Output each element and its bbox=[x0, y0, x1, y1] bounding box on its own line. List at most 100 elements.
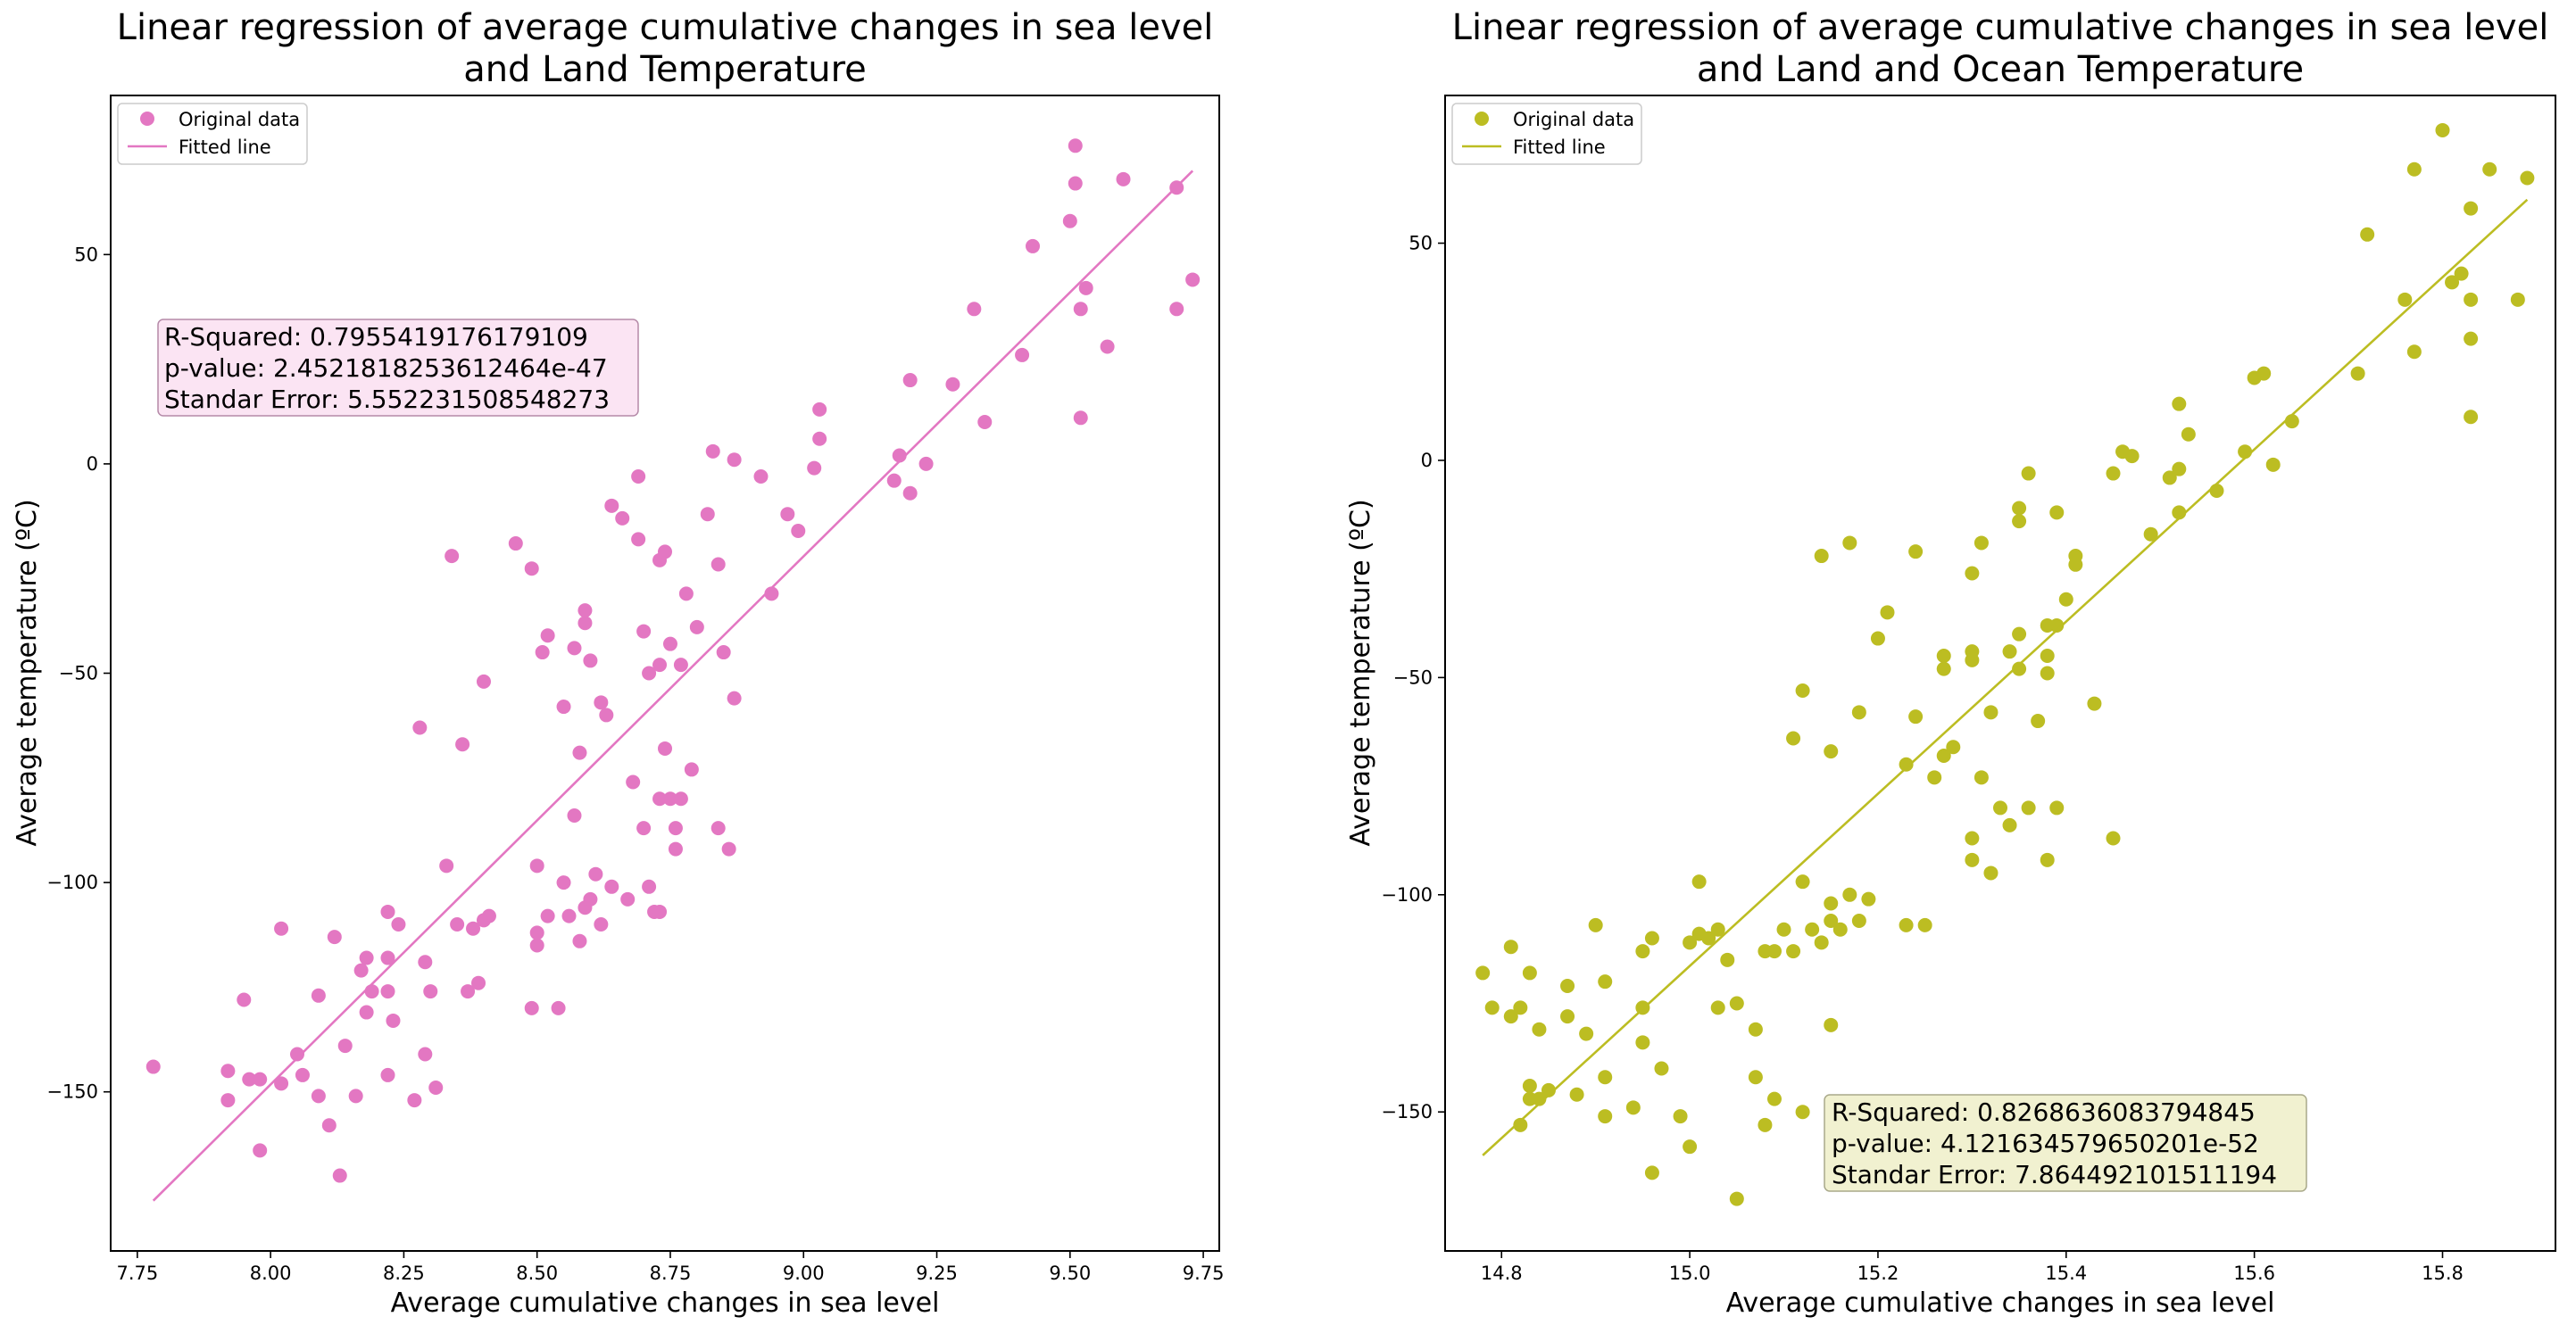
chart-left-data-point bbox=[253, 1072, 268, 1087]
chart-left-data-point bbox=[556, 875, 571, 890]
chart-right-data-point bbox=[1824, 744, 1839, 759]
chart-left-data-point bbox=[578, 603, 593, 618]
chart-left-data-point bbox=[321, 1118, 337, 1133]
chart-right-stats-pvalue: p-value: 4.121634579650201e-52 bbox=[1832, 1129, 2259, 1158]
chart-left-legend-label-fit: Fitted line bbox=[179, 137, 271, 158]
chart-left-data-point bbox=[710, 821, 726, 836]
chart-right-plot: 14.8 15.0 15.2 15.4 15.6 15.8 −150 −100 −50 0 50 bbox=[1381, 122, 2535, 1284]
chart-left-data-point bbox=[1015, 347, 1030, 362]
chart-left-data-point bbox=[668, 841, 683, 857]
chart-right-data-point bbox=[1560, 1009, 1575, 1024]
chart-right-stats-stderr: Standar Error: 7.864492101511194 bbox=[1832, 1160, 2277, 1189]
chart-left-data-point bbox=[886, 473, 902, 488]
chart-left-data-point bbox=[380, 950, 395, 965]
chart-left-data-point bbox=[721, 841, 736, 857]
chart-left-data-point bbox=[604, 498, 619, 513]
chart-left-data-point bbox=[481, 908, 496, 923]
chart-left-data-point bbox=[678, 586, 694, 601]
chart-right-data-point bbox=[2049, 617, 2065, 633]
chart-right-x-tick-label: 15.4 bbox=[2045, 1263, 2087, 1284]
chart-left-data-point bbox=[439, 858, 454, 874]
chart-left-data-point bbox=[418, 955, 433, 970]
chart-right-data-point bbox=[2464, 410, 2479, 425]
chart-right-data-point bbox=[1805, 922, 1820, 937]
chart-right-data-point bbox=[1880, 605, 1895, 620]
chart-left-stats-r2: R-Squared: 0.7955419176179109 bbox=[164, 322, 588, 352]
chart-left-data-point bbox=[529, 938, 544, 953]
chart-left-data-point bbox=[524, 561, 539, 576]
chart-right-y-tick-label: −150 bbox=[1381, 1101, 1433, 1122]
chart-right-data-point bbox=[1776, 922, 1791, 937]
chart-left-data-point bbox=[652, 658, 668, 673]
chart-right-data-point bbox=[2172, 461, 2187, 476]
chart-left-stats-pvalue: p-value: 2.4521818253612464e-47 bbox=[164, 353, 608, 383]
chart-right-data-point bbox=[1598, 974, 1613, 990]
chart-left-legend-box bbox=[117, 103, 308, 165]
chart-left-data-point bbox=[348, 1089, 363, 1104]
chart-left-data-point bbox=[977, 414, 993, 429]
chart-right-data-point bbox=[2265, 457, 2281, 472]
chart-left-data-point bbox=[684, 762, 699, 777]
chart-right-data-point bbox=[2124, 449, 2140, 464]
chart-right-data-point bbox=[1936, 649, 1951, 664]
chart-right-data-point bbox=[1513, 1000, 1528, 1015]
chart-left-data-point bbox=[652, 904, 668, 919]
chart-left-data-point bbox=[380, 984, 395, 999]
chart-right-data-point bbox=[1569, 1087, 1584, 1102]
chart-left-data-point bbox=[652, 791, 668, 807]
chart-left-x-tick-label: 9.00 bbox=[783, 1263, 825, 1284]
chart-right-data-point bbox=[1748, 1070, 1763, 1085]
chart-left-data-point bbox=[380, 1067, 395, 1082]
chart-right-data-point bbox=[1644, 931, 1659, 946]
chart-right-data-point bbox=[1532, 1091, 1547, 1106]
chart-left-data-point bbox=[466, 921, 481, 936]
chart-right-x-tick-label: 15.8 bbox=[2422, 1263, 2464, 1284]
chart-left-data-point bbox=[407, 1093, 422, 1108]
chart-right-data-point bbox=[1522, 965, 1537, 981]
chart-left-data-point bbox=[556, 700, 571, 715]
chart-left-y-tick-label: −50 bbox=[59, 663, 98, 684]
chart-right-data-point bbox=[1795, 1105, 1810, 1120]
chart-left-stats-box: R-Squared: 0.7955419176179109 p-value: 2… bbox=[157, 319, 639, 417]
chart-left-data-point bbox=[274, 1076, 289, 1091]
chart-right-data-point bbox=[1824, 1017, 1839, 1032]
chart-right-y-tick-label: −50 bbox=[1393, 667, 1433, 688]
chart-left-data-point bbox=[274, 921, 289, 936]
chart-left-x-tick-label: 8.00 bbox=[250, 1263, 292, 1284]
chart-right-data-point bbox=[2049, 800, 2065, 816]
chart-right-data-point bbox=[1824, 914, 1839, 928]
chart-right-data-point bbox=[2464, 331, 2479, 346]
chart-left-data-point bbox=[364, 984, 379, 999]
chart-left-data-point bbox=[1073, 410, 1088, 426]
chart-left-data-point bbox=[668, 821, 683, 836]
chart-left-data-point bbox=[583, 653, 598, 668]
chart-right-data-point bbox=[1683, 935, 1698, 950]
chart-left-data-point bbox=[636, 821, 652, 836]
chart-left-data-point bbox=[418, 1047, 433, 1062]
chart-right-data-point bbox=[2040, 666, 2055, 681]
chart-right-data-point bbox=[1851, 914, 1866, 928]
chart-left-data-point bbox=[967, 302, 982, 317]
chart-left-x-tick-label: 9.25 bbox=[916, 1263, 958, 1284]
chart-right-data-point bbox=[1824, 896, 1839, 911]
chart-left-data-point bbox=[337, 1039, 353, 1054]
chart-right-data-point bbox=[2360, 227, 2375, 242]
chart-left-data-point bbox=[242, 1072, 257, 1087]
chart-right-fitted-line bbox=[1482, 198, 2529, 1156]
chart-right-data-point bbox=[2181, 426, 2196, 442]
chart-right-x-tick-label: 15.0 bbox=[1669, 1263, 1711, 1284]
chart-left-legend: Original data Fitted line bbox=[117, 103, 308, 165]
chart-left-x-tick-label: 9.50 bbox=[1049, 1263, 1091, 1284]
chart-right-data-point bbox=[1842, 535, 1857, 551]
chart-right-data-point bbox=[2482, 161, 2497, 177]
chart-right-y-axis-label: Average temperature (ºC) bbox=[1345, 499, 1376, 846]
chart-left-stats-box-bg bbox=[157, 319, 639, 417]
chart-left-x-axis-label: Average cumulative changes in sea level bbox=[391, 1288, 940, 1319]
chart-left-data-point bbox=[561, 908, 577, 923]
chart-right-data-point bbox=[1757, 1117, 1773, 1132]
chart-right-data-point bbox=[1965, 831, 1980, 846]
chart-right-data-point bbox=[1522, 1079, 1537, 1093]
chart-right-data-point bbox=[2002, 644, 2017, 659]
chart-left-data-point bbox=[791, 523, 806, 538]
